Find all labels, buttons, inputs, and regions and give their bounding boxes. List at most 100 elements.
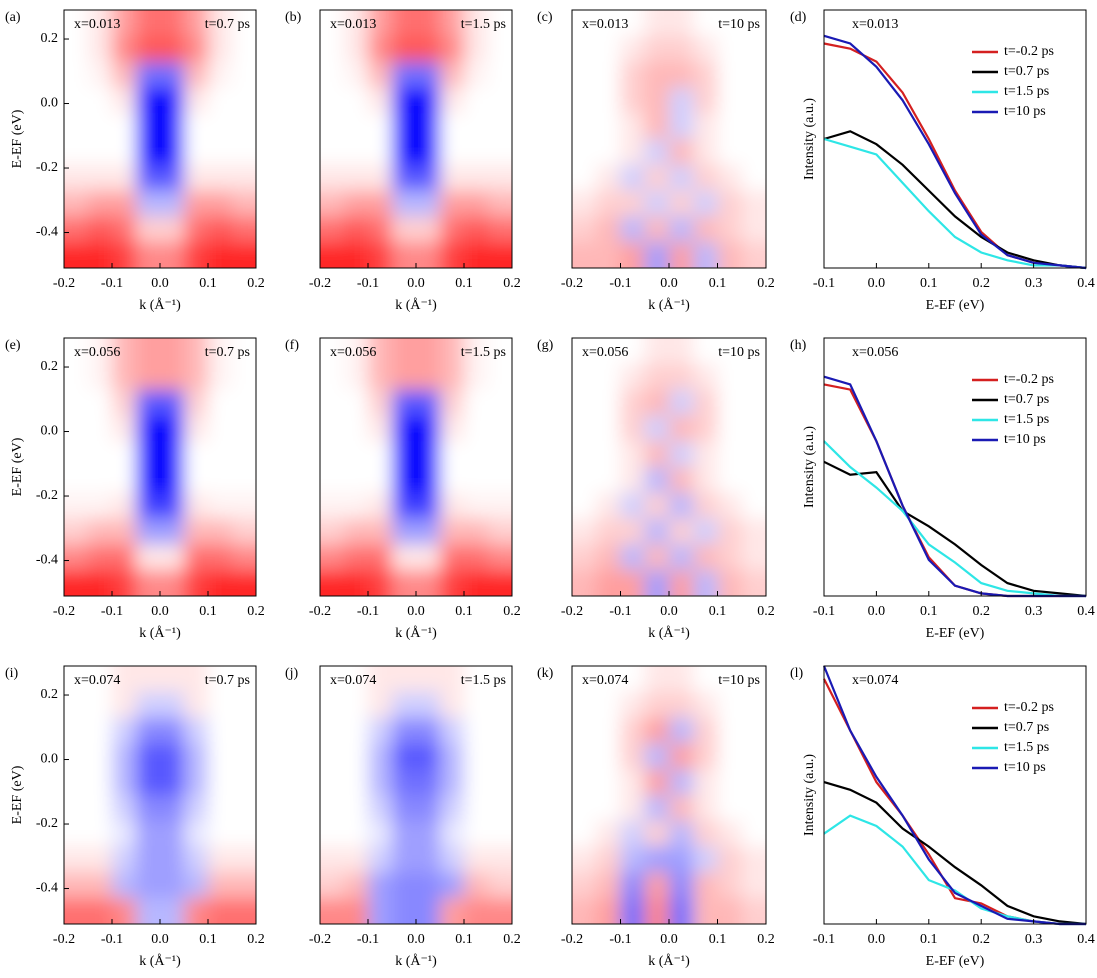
series-line — [823, 781, 1087, 926]
x-tick-label: 0.2 — [503, 932, 521, 947]
heatmap-cell — [440, 467, 465, 494]
heatmap-cell — [136, 10, 161, 37]
heatmap-cell — [669, 570, 694, 596]
heatmap-cell — [741, 518, 766, 545]
heatmap-cell — [488, 518, 512, 545]
heatmap-cell — [112, 467, 137, 494]
heatmap-cell — [64, 35, 89, 63]
heatmap-cell — [320, 363, 345, 391]
heatmap-cell — [64, 87, 89, 114]
heatmap-cell — [717, 717, 743, 744]
x-axis-label: k (Å⁻¹) — [395, 297, 437, 313]
heatmap-cell — [160, 139, 185, 166]
heatmap-cell — [669, 666, 694, 693]
heatmap-cell — [160, 518, 185, 545]
heatmap-cell — [64, 717, 89, 744]
heatmap-cell — [416, 872, 441, 899]
heatmap-cell — [160, 872, 185, 899]
delay-note: t=1.5 ps — [461, 673, 506, 688]
heatmap-cell — [368, 691, 393, 719]
heatmap-cell — [717, 518, 743, 545]
heatmap-cell — [320, 846, 345, 873]
heatmap-cell — [717, 415, 743, 442]
heatmap-cell — [160, 242, 185, 268]
heatmap-cell — [88, 492, 113, 520]
series-line — [823, 130, 1087, 270]
heatmap-cell — [184, 570, 209, 596]
heatmap-cell — [64, 795, 89, 822]
heatmap-cell — [64, 415, 89, 442]
heatmap-cell — [669, 717, 694, 744]
heatmap-cell — [596, 717, 621, 744]
heatmap-cell — [64, 467, 89, 494]
heatmap-cell — [488, 190, 512, 217]
heatmap-cell — [644, 415, 670, 442]
x-axis-label: k (Å⁻¹) — [139, 625, 181, 641]
x-tick-label: 0.1 — [455, 932, 473, 947]
heatmap-cell — [208, 570, 233, 596]
heatmap-cell — [344, 795, 369, 822]
heatmap-cell — [136, 666, 161, 693]
heatmap-cell — [440, 691, 465, 719]
heatmap-cell — [717, 544, 743, 571]
heatmap-cell — [208, 666, 233, 693]
heatmap-cell — [693, 242, 718, 268]
heatmap — [64, 338, 256, 596]
heatmap-cell — [464, 872, 489, 899]
heatmap-cell — [488, 216, 512, 243]
heatmap-cell — [488, 492, 512, 520]
heatmap-cell — [620, 743, 646, 770]
delay-note: t=0.7 ps — [205, 345, 250, 360]
y-tick-label: -0.2 — [36, 488, 58, 503]
x-tick-label: -0.1 — [357, 932, 379, 947]
heatmap-cell — [488, 570, 512, 596]
heatmap-cell — [440, 113, 465, 140]
heatmap-cell — [112, 190, 137, 217]
heatmap-cell — [416, 61, 441, 88]
heatmap-cell — [184, 441, 209, 468]
heatmap-cell — [464, 164, 489, 192]
heatmap-cell — [136, 113, 161, 140]
heatmap-cell — [208, 846, 233, 873]
heatmap-cell — [368, 795, 393, 822]
legend-label: t=10 ps — [1004, 432, 1046, 447]
heatmap-cell — [232, 795, 256, 822]
heatmap-cell — [416, 666, 441, 693]
heatmap-cell — [416, 898, 441, 924]
x-tick-label: 0.2 — [247, 276, 265, 291]
heatmap-cell — [416, 846, 441, 873]
x-tick-label: 0.1 — [920, 932, 938, 947]
heatmap-cell — [693, 113, 718, 140]
heatmap-cell — [208, 113, 233, 140]
heatmap-cell — [368, 544, 393, 571]
heatmap-cell — [160, 691, 185, 719]
heatmap-cell — [440, 35, 465, 63]
delay-note: t=0.7 ps — [205, 673, 250, 688]
heatmap-cell — [488, 363, 512, 391]
y-tick-label: 0.0 — [41, 752, 59, 767]
heatmap-cell — [136, 139, 161, 166]
heatmap-cell — [160, 769, 185, 796]
delay-note: t=1.5 ps — [461, 17, 506, 32]
heatmap-cell — [440, 846, 465, 873]
heatmap-cell — [741, 544, 766, 571]
composition-note: x=0.013 — [582, 17, 628, 32]
heatmap-cell — [232, 717, 256, 744]
heatmap-cell — [392, 35, 417, 63]
heatmap-cell — [644, 389, 670, 416]
heatmap-cell — [368, 164, 393, 192]
heatmap-cell — [208, 544, 233, 571]
legend-label: t=0.7 ps — [1004, 392, 1049, 407]
heatmap-cell — [136, 415, 161, 442]
heatmap-cell — [136, 872, 161, 899]
heatmap-cell — [644, 338, 670, 365]
heatmap-cell — [64, 743, 89, 770]
x-tick-label: -0.2 — [53, 604, 75, 619]
heatmap-cell — [693, 691, 718, 719]
heatmap-cell — [88, 691, 113, 719]
heatmap-cell — [64, 363, 89, 391]
heatmap-cell — [488, 846, 512, 873]
heatmap-cell — [572, 872, 597, 899]
heatmap-cell — [572, 846, 597, 873]
heatmap-cell — [620, 164, 646, 192]
